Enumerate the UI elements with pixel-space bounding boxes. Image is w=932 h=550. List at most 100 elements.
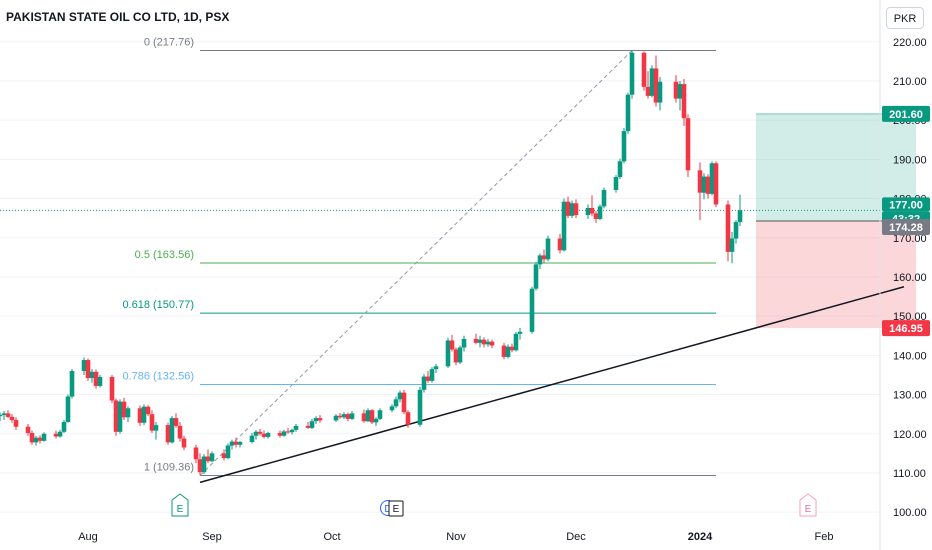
candle-body — [193, 447, 199, 460]
fib-trend-line — [199, 50, 633, 476]
candle-body — [677, 84, 683, 99]
candle-body — [541, 255, 547, 260]
event-marker-label: E — [805, 504, 812, 515]
candle-body — [697, 170, 703, 193]
y-tick-label: 220.00 — [893, 37, 927, 49]
candle-body — [425, 376, 431, 381]
candle-body — [177, 425, 183, 439]
candle-body — [505, 346, 511, 357]
candle-body — [317, 418, 323, 421]
trend-line[interactable] — [199, 286, 905, 484]
candle-body — [725, 204, 731, 252]
candle-body — [501, 345, 507, 357]
y-tick-label: 210.00 — [893, 76, 927, 88]
event-marker-label: E — [393, 504, 400, 515]
candle-body — [473, 338, 479, 343]
candle-body — [673, 81, 679, 99]
candle-body — [373, 418, 379, 423]
candle-body — [109, 376, 115, 401]
x-tick-label: 2024 — [688, 531, 713, 543]
candle-body — [125, 408, 131, 418]
candle-body — [565, 201, 571, 216]
candle-body — [453, 349, 459, 363]
candle-body — [341, 414, 347, 418]
candle-body — [41, 433, 47, 441]
candle-body — [137, 408, 143, 423]
candle-body — [713, 163, 719, 205]
candle-body — [585, 207, 591, 216]
candle-body — [9, 416, 15, 421]
candle-body — [701, 176, 707, 193]
candle-body — [169, 418, 175, 443]
candle-body — [393, 399, 399, 407]
candle-body — [709, 163, 715, 194]
candle-body — [445, 340, 451, 367]
candle-body — [333, 415, 339, 421]
y-tick-label: 190.00 — [893, 154, 927, 166]
candle-body — [201, 456, 207, 473]
candle-body — [69, 371, 75, 397]
candle-body — [181, 438, 187, 448]
candle-body — [429, 369, 435, 381]
x-tick-label: Aug — [78, 531, 98, 543]
candle-body — [209, 453, 215, 462]
y-tick-label: 170.00 — [893, 233, 927, 245]
candle-body — [5, 413, 11, 417]
candle-body — [173, 418, 179, 426]
candle-body — [545, 238, 551, 260]
earnings-marker[interactable] — [388, 500, 404, 517]
candle-body — [401, 392, 407, 413]
candle-body — [485, 341, 491, 345]
x-tick-label: Dec — [566, 531, 586, 543]
candle-body — [121, 401, 127, 418]
candle-body — [205, 456, 211, 462]
candle-body — [733, 222, 739, 239]
candle-body — [681, 84, 687, 119]
earnings-marker[interactable] — [171, 493, 189, 517]
candle-body — [389, 406, 395, 411]
earnings-marker[interactable] — [799, 493, 817, 517]
candle-body — [305, 425, 311, 428]
candle-body — [229, 441, 235, 446]
candle-body — [477, 339, 483, 343]
price-axis-label: 174.28 — [889, 222, 923, 234]
price-axis-label-bg — [882, 197, 930, 212]
candle-body — [25, 426, 31, 433]
loss-zone[interactable] — [756, 220, 916, 329]
candle-body — [53, 433, 59, 437]
candle-body — [349, 413, 355, 419]
candle-body — [233, 441, 239, 445]
y-tick-label: 120.00 — [893, 429, 927, 441]
y-tick-label: 100.00 — [893, 507, 927, 519]
event-marker-label: D — [384, 504, 391, 515]
candle-body — [561, 201, 567, 251]
candle-body — [197, 459, 203, 473]
candle-body — [309, 421, 315, 428]
currency-button[interactable]: PKR — [886, 7, 924, 29]
candle-body — [513, 333, 519, 351]
candle-body — [641, 52, 647, 87]
candle-body — [277, 432, 283, 436]
candle-body — [685, 118, 691, 171]
candle-body — [617, 161, 623, 177]
candle-body — [253, 431, 259, 436]
candle-body — [421, 376, 427, 390]
candle-body — [265, 432, 271, 437]
candle-body — [569, 203, 575, 216]
candle-body — [573, 203, 579, 216]
candle-body — [85, 360, 91, 379]
candle-body — [449, 340, 455, 350]
candle-body — [141, 406, 147, 423]
candle-body — [629, 52, 635, 95]
candle-body — [0, 414, 3, 417]
fib-level-label: 1 (109.36) — [144, 461, 194, 473]
price-axis-label: 177.00 — [889, 199, 923, 211]
candle-body — [625, 94, 631, 132]
x-tick-label: Nov — [446, 531, 466, 543]
price-axis-label-bg — [882, 105, 930, 122]
candle-body — [433, 366, 439, 370]
candle-body — [417, 389, 423, 425]
candle-body — [117, 401, 123, 432]
candle-body — [645, 86, 651, 96]
